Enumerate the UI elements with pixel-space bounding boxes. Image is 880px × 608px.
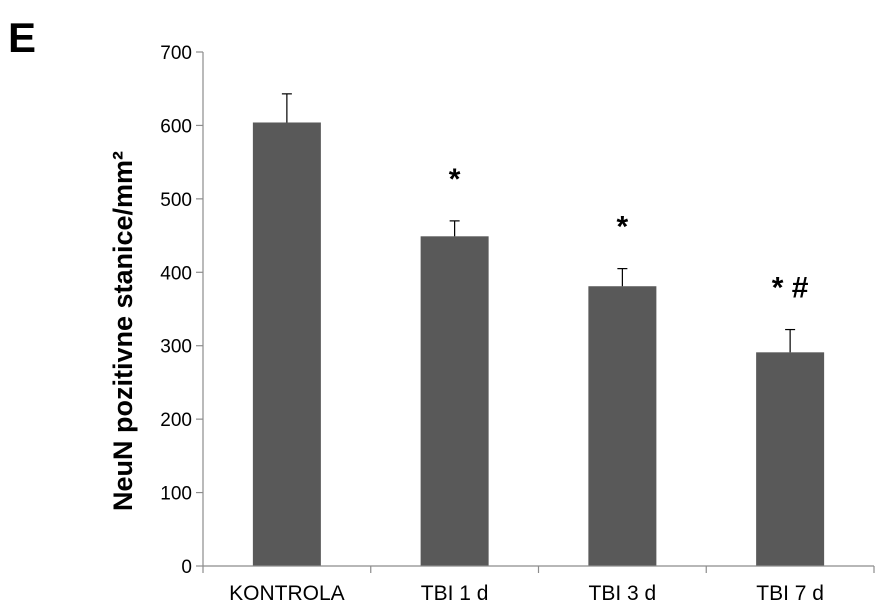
y-tick-label-3: 300 — [160, 337, 192, 358]
x-tick-label-2: TBI 3 d — [589, 582, 657, 605]
bar-0 — [252, 122, 321, 567]
x-tick-label-3: TBI 7 d — [756, 582, 824, 605]
y-tick-label-6: 600 — [160, 116, 192, 137]
x-tick-label-0: KONTROLA — [229, 582, 345, 605]
bars-group — [252, 122, 825, 567]
y-tick-label-5: 500 — [160, 190, 192, 211]
significance-marker-2: * — [617, 211, 629, 244]
y-tick-label-1: 100 — [160, 484, 192, 505]
y-tick-label-4: 400 — [160, 263, 192, 284]
y-axis-title: NeuN pozitivne stanice/mm² — [108, 151, 138, 511]
y-tick-label-0: 0 — [181, 557, 192, 578]
bar-3 — [756, 352, 825, 566]
error-bars-group — [281, 93, 796, 353]
significance-marker-1: * — [449, 163, 461, 196]
significance-marker-3: * # — [772, 272, 809, 305]
panel-label: E — [8, 14, 36, 61]
bar-2 — [588, 286, 657, 566]
y-tick-label-2: 200 — [160, 410, 192, 431]
y-tick-label-7: 700 — [160, 43, 192, 64]
labels-group: KONTROLA TBI 1 d * TBI 3 d * TBI 7 d * # 0 100 20… — [160, 43, 824, 605]
x-tick-label-1: TBI 1 d — [421, 582, 489, 605]
axes-group — [196, 51, 875, 573]
bar-1 — [420, 236, 489, 566]
